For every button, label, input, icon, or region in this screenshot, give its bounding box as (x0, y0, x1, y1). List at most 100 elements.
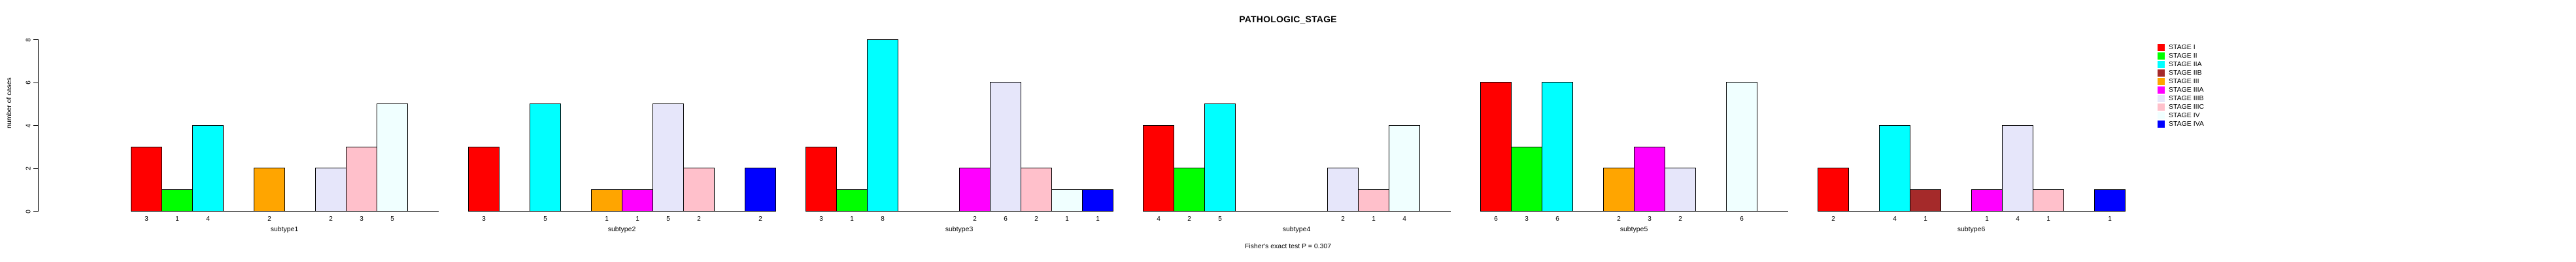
y-tick (33, 211, 38, 212)
bar (1971, 189, 2003, 212)
bar-value-label: 1 (1065, 215, 1069, 223)
legend-row: STAGE IVA (2158, 120, 2236, 129)
legend-row: STAGE IIIB (2158, 94, 2236, 103)
legend-swatch (2158, 103, 2165, 111)
bar-value-label: 3 (360, 215, 364, 223)
legend-label: STAGE III (2169, 77, 2199, 85)
bar-value-label: 3 (144, 215, 148, 223)
bar (1726, 82, 1757, 212)
bar-value-label: 1 (2046, 215, 2050, 223)
bar-value-label: 2 (1831, 215, 1835, 223)
bar-value-label: 5 (543, 215, 547, 223)
legend-label: STAGE I (2169, 43, 2195, 51)
bar (1327, 168, 1359, 212)
bar (161, 189, 193, 212)
y-axis-label: number of cases (5, 77, 13, 128)
legend-swatch (2158, 61, 2165, 68)
bar-value-label: 6 (1555, 215, 1559, 223)
y-tick-label: 6 (25, 81, 33, 84)
bar-value-label: 2 (1187, 215, 1191, 223)
bar-value-label: 2 (697, 215, 701, 223)
group-baseline (1143, 211, 1451, 212)
bar-value-label: 2 (758, 215, 762, 223)
y-tick (33, 168, 38, 169)
group-label: subtype5 (1619, 225, 1648, 233)
legend-label: STAGE II (2169, 52, 2197, 60)
bar (652, 103, 684, 212)
bar (468, 147, 500, 212)
legend-label: STAGE IIIB (2169, 94, 2204, 102)
bar-value-label: 2 (267, 215, 271, 223)
bar-value-label: 4 (1402, 215, 1406, 223)
bar (2033, 189, 2064, 212)
bar-value-label: 6 (1004, 215, 1008, 223)
chart-title: PATHOLOGIC_STAGE (1239, 14, 1337, 24)
bar (591, 189, 622, 212)
bar (959, 168, 991, 212)
legend-row: STAGE II (2158, 52, 2236, 61)
legend-label: STAGE IV (2169, 111, 2200, 119)
bar-value-label: 6 (1740, 215, 1744, 223)
bar (745, 168, 776, 212)
legend-label: STAGE IIA (2169, 60, 2202, 68)
y-tick (33, 39, 38, 40)
bar (192, 125, 224, 212)
y-tick-label: 0 (25, 209, 33, 214)
bar-value-label: 1 (1372, 215, 1376, 223)
bar-value-label: 1 (850, 215, 854, 223)
group-label: subtype1 (270, 225, 299, 233)
legend-swatch (2158, 86, 2165, 94)
y-tick-label: 8 (25, 37, 33, 42)
y-tick-label: 2 (25, 166, 33, 170)
bar (2094, 189, 2126, 212)
bar (377, 103, 408, 212)
y-tick-label: 4 (25, 123, 33, 128)
legend-row: STAGE IIA (2158, 60, 2236, 69)
bar (1480, 82, 1512, 212)
group-label: subtype4 (1282, 225, 1311, 233)
bar-value-label: 2 (1341, 215, 1345, 223)
bar (1174, 168, 1205, 212)
bar (131, 147, 162, 212)
bar-value-label: 1 (636, 215, 639, 223)
bar (1511, 147, 1542, 212)
bar-value-label: 3 (819, 215, 823, 223)
bar-value-label: 5 (666, 215, 670, 223)
bar-value-label: 1 (1096, 215, 1100, 223)
legend-label: STAGE IIB (2169, 69, 2202, 77)
bar (530, 103, 561, 212)
bar-value-label: 2 (329, 215, 333, 223)
y-axis-line (38, 39, 39, 212)
legend-row: STAGE I (2158, 43, 2236, 52)
bar-value-label: 2 (1678, 215, 1682, 223)
bar-value-label: 2 (1034, 215, 1038, 223)
bar-value-label: 4 (2016, 215, 2020, 223)
bar-value-label: 1 (605, 215, 609, 223)
legend-label: STAGE IVA (2169, 120, 2204, 128)
bar (315, 168, 347, 212)
bar (1542, 82, 1573, 212)
bar (1634, 147, 1665, 212)
legend-swatch (2158, 52, 2165, 60)
y-tick (33, 125, 38, 126)
bar-value-label: 1 (175, 215, 179, 223)
bar-value-label: 3 (1525, 215, 1529, 223)
bar (1603, 168, 1635, 212)
bar (1021, 168, 1052, 212)
legend-row: STAGE III (2158, 77, 2236, 86)
bar-value-label: 1 (1985, 215, 1989, 223)
bar-value-label: 4 (206, 215, 210, 223)
legend-swatch (2158, 78, 2165, 85)
bar (622, 189, 653, 212)
bar (990, 82, 1021, 212)
bar-value-label: 1 (2108, 215, 2112, 223)
bar (1051, 189, 1083, 212)
legend-row: STAGE IV (2158, 111, 2236, 121)
legend-row: STAGE IIB (2158, 69, 2236, 78)
legend-row: STAGE IIIA (2158, 86, 2236, 95)
legend-label: STAGE IIIA (2169, 86, 2204, 94)
bar (867, 39, 898, 212)
bar (1818, 168, 1849, 212)
bar (1389, 125, 1420, 212)
